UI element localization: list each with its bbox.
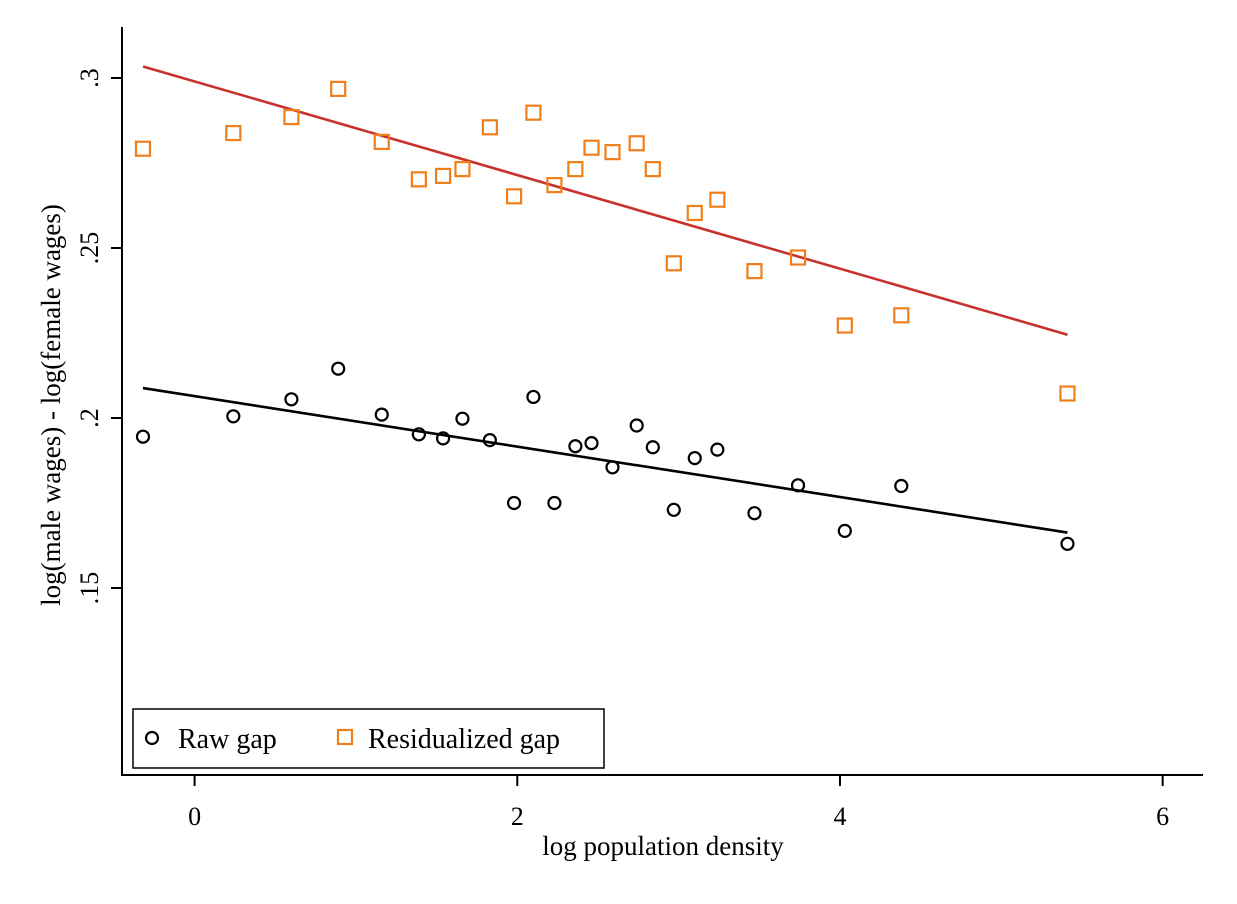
x-tick-label: 0 bbox=[188, 802, 201, 831]
data-point-residualized-gap bbox=[893, 307, 910, 324]
data-point-residualized-gap bbox=[434, 167, 452, 185]
data-point-residualized-gap bbox=[686, 204, 703, 222]
data-point-residualized-gap bbox=[644, 161, 661, 178]
y-tick-label: .2 bbox=[75, 408, 104, 428]
legend-box bbox=[132, 708, 605, 769]
legend-raw-gap-label: Raw gap bbox=[178, 724, 277, 755]
data-point-raw-gap bbox=[506, 495, 522, 511]
data-point-residualized-gap bbox=[525, 104, 542, 121]
legend-residualized-gap-marker bbox=[336, 728, 354, 746]
data-point-raw-gap bbox=[790, 478, 806, 493]
data-point-raw-gap bbox=[455, 411, 470, 426]
y-axis-title: log(male wages) - log(female wages) bbox=[36, 204, 66, 606]
fit-line-residualized-gap bbox=[142, 65, 1068, 336]
y-tick-label: .25 bbox=[75, 232, 104, 265]
data-point-residualized-gap bbox=[481, 119, 498, 136]
data-point-raw-gap bbox=[284, 392, 299, 407]
data-point-raw-gap bbox=[411, 427, 426, 442]
data-point-raw-gap bbox=[666, 502, 681, 517]
legend-residualized-gap-label: Residualized gap bbox=[368, 724, 560, 755]
data-point-residualized-gap bbox=[628, 135, 645, 152]
data-point-raw-gap bbox=[837, 523, 852, 538]
data-point-raw-gap bbox=[568, 439, 583, 454]
data-point-residualized-gap bbox=[546, 177, 563, 194]
data-point-raw-gap bbox=[645, 440, 660, 455]
y-tick-label: .3 bbox=[75, 68, 104, 88]
data-point-raw-gap bbox=[547, 495, 562, 511]
data-point-residualized-gap bbox=[836, 317, 853, 334]
data-point-residualized-gap bbox=[134, 140, 152, 157]
data-point-raw-gap bbox=[135, 429, 151, 444]
data-point-residualized-gap bbox=[583, 139, 600, 156]
data-point-raw-gap bbox=[894, 478, 909, 494]
data-point-raw-gap bbox=[226, 409, 241, 424]
data-point-residualized-gap bbox=[410, 171, 427, 188]
axes bbox=[121, 27, 1203, 776]
data-point-raw-gap bbox=[629, 418, 644, 433]
fit-lines bbox=[142, 65, 1068, 534]
series-residualized-gap bbox=[134, 80, 1076, 402]
data-point-residualized-gap bbox=[1059, 385, 1076, 402]
series-raw-gap bbox=[135, 361, 1075, 551]
x-tick-label: 2 bbox=[511, 802, 524, 831]
data-point-residualized-gap bbox=[283, 108, 300, 126]
x-ticks: 0 2 4 6 bbox=[188, 775, 1169, 831]
y-ticks: .15 .2 .25 .3 bbox=[75, 68, 122, 604]
data-point-raw-gap bbox=[687, 451, 702, 466]
data-point-raw-gap bbox=[374, 407, 389, 422]
data-point-raw-gap bbox=[605, 460, 620, 475]
data-point-raw-gap bbox=[482, 433, 497, 448]
x-tick-label: 4 bbox=[833, 802, 846, 831]
data-point-residualized-gap bbox=[330, 80, 347, 97]
legend: Raw gap Residualized gap bbox=[132, 708, 605, 769]
data-point-raw-gap bbox=[1060, 536, 1075, 551]
data-point-raw-gap bbox=[710, 442, 725, 457]
data-point-raw-gap bbox=[331, 361, 346, 376]
data-markers bbox=[134, 80, 1076, 551]
data-point-raw-gap bbox=[526, 389, 541, 405]
data-point-residualized-gap bbox=[665, 255, 682, 272]
legend-raw-gap-marker bbox=[144, 730, 160, 746]
y-tick-label: .15 bbox=[75, 572, 104, 605]
data-point-residualized-gap bbox=[225, 124, 242, 142]
data-point-residualized-gap bbox=[604, 144, 621, 161]
data-point-residualized-gap bbox=[454, 161, 471, 178]
data-point-residualized-gap bbox=[746, 263, 763, 280]
data-point-residualized-gap bbox=[505, 188, 523, 205]
x-tick-label: 6 bbox=[1156, 802, 1169, 831]
x-axis-title: log population density bbox=[542, 831, 784, 861]
data-point-residualized-gap bbox=[373, 133, 390, 151]
data-point-raw-gap bbox=[584, 436, 599, 451]
data-point-residualized-gap bbox=[567, 161, 584, 178]
data-point-residualized-gap bbox=[789, 249, 807, 266]
data-point-raw-gap bbox=[435, 431, 451, 446]
data-point-residualized-gap bbox=[709, 191, 726, 208]
data-point-raw-gap bbox=[747, 506, 762, 521]
fit-line-raw-gap bbox=[142, 386, 1068, 534]
